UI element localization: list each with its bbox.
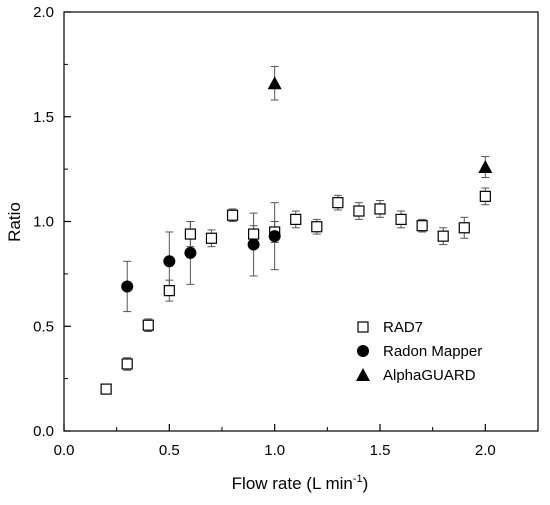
x-tick-label: 2.0	[475, 442, 496, 459]
legend-alphaguard-marker	[356, 368, 370, 381]
x-axis-title-suffix: )	[363, 474, 369, 493]
alphaguard-point	[267, 76, 282, 90]
rad7-point	[100, 383, 112, 395]
rad7-point	[121, 358, 133, 370]
rad7-point	[184, 228, 196, 240]
radon-mapper-point	[121, 280, 134, 293]
x-axis-ticks: 0.0 0.5 1.0 1.5 2.0	[54, 424, 496, 459]
legend-rad7-label: RAD7	[383, 319, 423, 336]
rad7-point	[332, 197, 344, 209]
rad7-point	[290, 213, 302, 226]
radon-mapper-point	[247, 238, 260, 251]
data-markers	[100, 76, 493, 395]
legend: RAD7 Radon Mapper AlphaGUARD	[356, 319, 482, 384]
legend-radon-mapper-marker	[357, 345, 369, 357]
rad7-point	[395, 213, 407, 226]
x-tick-label: 0.0	[54, 442, 75, 459]
legend-rad7-marker	[357, 321, 369, 333]
x-axis-title-superscript: -1	[353, 473, 363, 485]
x-tick-label: 0.5	[159, 442, 180, 459]
rad7-point	[353, 205, 365, 217]
rad7-point	[311, 221, 323, 233]
y-tick-label: 0.5	[33, 318, 54, 335]
x-tick-label: 1.5	[370, 442, 391, 459]
rad7-point	[205, 232, 218, 244]
rad7-point	[416, 220, 428, 232]
rad7-point	[479, 190, 491, 202]
rad7-point	[374, 203, 386, 215]
radon-mapper-point	[163, 255, 176, 268]
y-tick-label: 1.0	[33, 214, 54, 231]
y-axis-ticks: 0.0 0.5 1.0 1.5 2.0	[33, 4, 71, 440]
x-tick-label: 1.0	[264, 442, 285, 459]
rad7-point	[226, 209, 239, 221]
legend-radon-mapper-label: Radon Mapper	[383, 343, 482, 360]
y-axis-title: Ratio	[5, 202, 24, 242]
y-tick-label: 0.0	[33, 423, 54, 440]
rad7-point	[142, 319, 154, 331]
radon-mapper-point	[184, 246, 197, 259]
radon-mapper-point	[268, 230, 281, 243]
y-tick-label: 2.0	[33, 4, 54, 21]
rad7-point	[437, 230, 449, 242]
rad7-point	[163, 285, 175, 297]
alphaguard-point	[478, 160, 493, 174]
y-tick-label: 1.5	[33, 109, 54, 126]
rad7-point	[248, 228, 260, 240]
x-axis-title: Flow rate (L min-1)	[232, 473, 369, 493]
rad7-point	[458, 222, 470, 234]
legend-alphaguard-label: AlphaGUARD	[383, 367, 476, 384]
